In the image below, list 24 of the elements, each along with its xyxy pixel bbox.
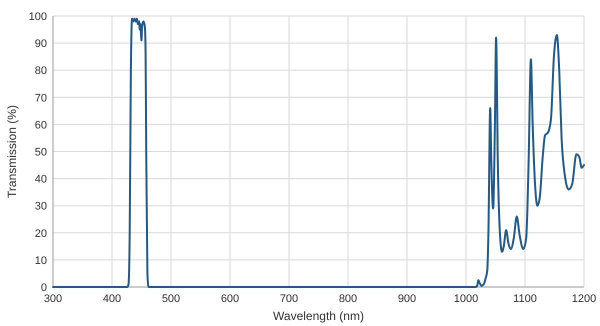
x-tick-label: 400 [102,293,122,305]
x-tick-label: 600 [220,293,240,305]
y-tick-label: 70 [34,92,47,104]
y-tick-label: 40 [34,174,47,186]
y-tick-label: 10 [34,254,47,267]
y-tick-label: 30 [34,200,47,213]
y-tick-label: 0 [40,282,47,294]
y-tick-label: 50 [34,146,47,158]
y-tick-label: 80 [34,65,47,78]
y-tick-label: 20 [34,228,47,240]
x-tick-label: 500 [162,293,180,305]
x-tick-label: 1000 [454,293,478,305]
y-tick-label: 100 [28,11,47,23]
y-tick-label: 90 [34,38,47,50]
x-tick-label: 800 [338,293,358,305]
x-axis-title: Wavelength (nm) [273,309,364,323]
x-tick-label: 1100 [513,293,537,305]
x-tick-label: 1200 [572,293,596,305]
x-tick-label: 300 [44,293,62,305]
x-tick-label: 900 [398,293,416,305]
y-tick-label: 60 [34,119,47,132]
y-axis-title: Transmission (%) [5,105,19,198]
line-series [52,18,585,288]
x-tick-label: 700 [280,293,298,305]
